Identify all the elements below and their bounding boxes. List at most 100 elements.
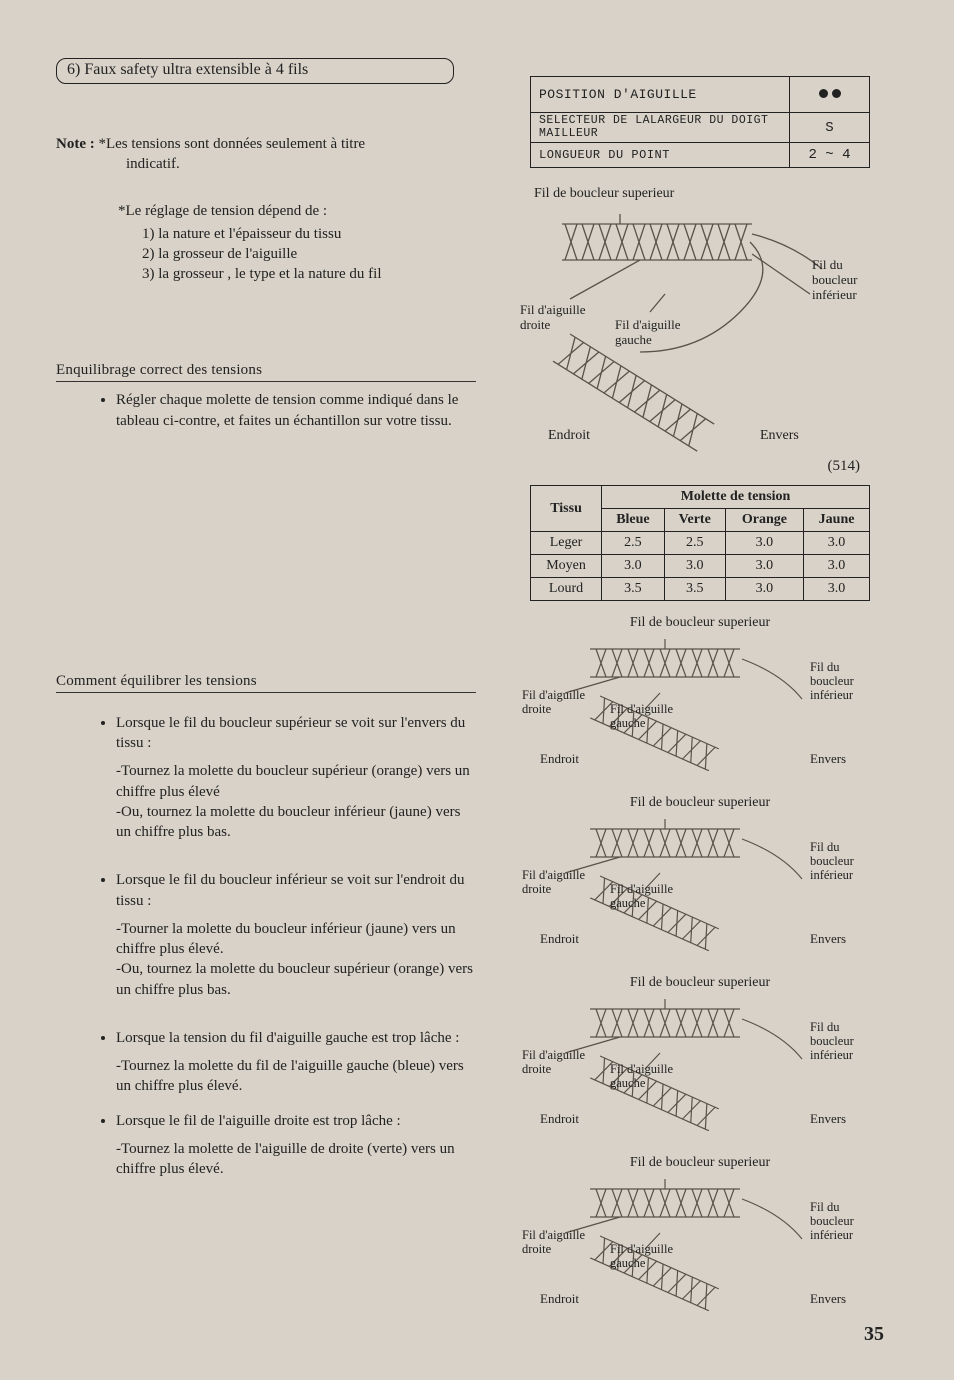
small-caption: Fil de boucleur superieur	[500, 795, 900, 811]
how-lead: Lorsque le fil de l'aiguille droite est …	[116, 1113, 401, 1129]
how-bullets: Lorsque le fil du boucleur supérieur se …	[56, 713, 476, 1180]
settings-value: 2 ~ 4	[790, 143, 870, 168]
tension-col: Bleue	[602, 509, 665, 532]
stitch-diagram-small: Fil d'aiguille droite Fil d'aiguille gau…	[510, 1171, 890, 1321]
tension-header-row: Tissu Molette de tension	[531, 486, 870, 509]
how-sub: -Tourner la molette du boucleur inférieu…	[116, 919, 476, 960]
tension-header-group: Molette de tension	[602, 486, 870, 509]
stitch-diagram-small: Fil d'aiguille droite Fil d'aiguille gau…	[510, 991, 890, 1141]
svg-text:droite: droite	[522, 702, 552, 716]
svg-text:Envers: Envers	[810, 1291, 846, 1306]
svg-text:Fil d'aiguille: Fil d'aiguille	[522, 688, 585, 702]
reglage-title: *Le réglage de tension dépend de :	[118, 203, 476, 220]
small-caption: Fil de boucleur superieur	[500, 615, 900, 631]
tension-cell: 3.0	[602, 555, 665, 578]
how-bullet: Lorsque le fil du boucleur inférieur se …	[116, 870, 476, 1000]
tension-col: Jaune	[804, 509, 870, 532]
settings-label: POSITION D'AIGUILLE	[531, 77, 790, 113]
svg-text:Fil du: Fil du	[810, 660, 840, 674]
title-number: 6)	[67, 61, 80, 78]
tension-cell: 3.0	[725, 532, 803, 555]
svg-text:Fil du: Fil du	[810, 840, 840, 854]
svg-text:Endroit: Endroit	[540, 1111, 579, 1126]
svg-text:Envers: Envers	[810, 751, 846, 766]
small-diagrams: Fil de boucleur superieur Fil d'aiguille…	[500, 615, 900, 1321]
page: 6) Faux safety ultra extensible à 4 fils…	[0, 0, 954, 1380]
svg-text:Fil d'aiguille: Fil d'aiguille	[522, 1228, 585, 1242]
note-label: Note :	[56, 136, 95, 152]
lbl-droite: droite	[520, 317, 551, 332]
settings-row: POSITION D'AIGUILLE	[531, 77, 870, 113]
svg-text:gauche: gauche	[610, 1076, 646, 1090]
tension-cell: 2.5	[664, 532, 725, 555]
how-bullet: Lorsque le fil de l'aiguille droite est …	[116, 1111, 476, 1180]
svg-text:inférieur: inférieur	[810, 1228, 854, 1242]
how-bullet: Lorsque le fil du boucleur supérieur se …	[116, 713, 476, 843]
tension-cell: 3.5	[602, 578, 665, 601]
tension-header-tissu: Tissu	[531, 486, 602, 532]
how-lead: Lorsque la tension du fil d'aiguille gau…	[116, 1030, 459, 1046]
how-sub: -Ou, tournez la molette du boucleur supé…	[116, 959, 476, 1000]
note-text-inline: *Les tensions sont données seulement à t…	[98, 136, 365, 152]
svg-text:boucleur: boucleur	[810, 1214, 855, 1228]
section-heading-how: Comment équilibrer les tensions	[56, 673, 476, 693]
svg-text:boucleur: boucleur	[810, 674, 855, 688]
note-block: Note : *Les tensions sont données seulem…	[56, 134, 476, 175]
svg-text:Fil d'aiguille: Fil d'aiguille	[610, 1242, 673, 1256]
svg-text:Endroit: Endroit	[540, 1291, 579, 1306]
right-column: POSITION D'AIGUILLE SELECTEUR DE LALARGE…	[500, 58, 900, 1321]
svg-text:gauche: gauche	[610, 716, 646, 730]
svg-text:inférieur: inférieur	[810, 688, 854, 702]
svg-text:Fil d'aiguille: Fil d'aiguille	[610, 1062, 673, 1076]
tension-row-label: Leger	[531, 532, 602, 555]
reglage-item: 3) la grosseur , le type et la nature du…	[142, 264, 476, 284]
svg-text:gauche: gauche	[610, 896, 646, 910]
svg-text:Fil d'aiguille: Fil d'aiguille	[522, 1048, 585, 1062]
reglage-item: 1) la nature et l'épaisseur du tissu	[142, 224, 476, 244]
figure-number: (514)	[500, 458, 860, 475]
needle-dots-icon	[819, 89, 841, 98]
settings-label: SELECTEUR DE LALARGEUR DU DOIGT MAILLEUR	[531, 113, 790, 143]
spacer	[56, 443, 476, 673]
how-sub: -Tournez la molette du boucleur supérieu…	[116, 761, 476, 802]
how-bullet: Lorsque la tension du fil d'aiguille gau…	[116, 1028, 476, 1097]
how-sub: -Tournez la molette du fil de l'aiguille…	[116, 1056, 476, 1097]
settings-value: S	[790, 113, 870, 143]
svg-text:Endroit: Endroit	[540, 931, 579, 946]
tension-row: Leger 2.5 2.5 3.0 3.0	[531, 532, 870, 555]
lbl-gauche: gauche	[615, 332, 652, 347]
tension-row: Moyen 3.0 3.0 3.0 3.0	[531, 555, 870, 578]
svg-text:Envers: Envers	[810, 1111, 846, 1126]
lbl-boucleur: boucleur	[812, 272, 858, 287]
svg-text:inférieur: inférieur	[810, 868, 854, 882]
tension-cell: 3.0	[804, 555, 870, 578]
svg-text:Fil d'aiguille: Fil d'aiguille	[610, 702, 673, 716]
svg-text:Endroit: Endroit	[540, 751, 579, 766]
svg-text:inférieur: inférieur	[810, 1048, 854, 1062]
svg-text:Fil du: Fil du	[810, 1200, 840, 1214]
lbl-fil-aiguille-g: Fil d'aiguille	[615, 317, 681, 332]
lbl-endroit: Endroit	[548, 428, 590, 443]
columns: 6) Faux safety ultra extensible à 4 fils…	[56, 58, 898, 1321]
page-number: 35	[864, 1323, 884, 1346]
how-sub: -Ou, tournez la molette du boucleur infé…	[116, 802, 476, 843]
tension-cell: 3.0	[804, 532, 870, 555]
balance-bullet: Régler chaque molette de tension comme i…	[116, 390, 476, 431]
left-column: 6) Faux safety ultra extensible à 4 fils…	[56, 58, 476, 1321]
section-heading-balance: Enquilibrage correct des tensions	[56, 362, 476, 382]
lbl-fildu: Fil du	[812, 257, 843, 272]
svg-text:boucleur: boucleur	[810, 1034, 855, 1048]
tension-cell: 2.5	[602, 532, 665, 555]
stitch-diagram-main: Fil d'aiguille droite Fil d'aiguille gau…	[510, 204, 890, 454]
settings-row: SELECTEUR DE LALARGEUR DU DOIGT MAILLEUR…	[531, 113, 870, 143]
how-sub: -Tournez la molette de l'aiguille de dro…	[116, 1139, 476, 1180]
stitch-diagram-small: Fil d'aiguille droite Fil d'aiguille gau…	[510, 631, 890, 781]
note-text-wrap: indicatif.	[126, 154, 476, 174]
tension-cell: 3.0	[725, 578, 803, 601]
reglage-list: 1) la nature et l'épaisseur du tissu 2) …	[142, 224, 476, 285]
lbl-envers: Envers	[760, 428, 799, 443]
settings-label: LONGUEUR DU POINT	[531, 143, 790, 168]
balance-bullets: Régler chaque molette de tension comme i…	[56, 390, 476, 431]
tension-row: Lourd 3.5 3.5 3.0 3.0	[531, 578, 870, 601]
tension-cell: 3.0	[804, 578, 870, 601]
